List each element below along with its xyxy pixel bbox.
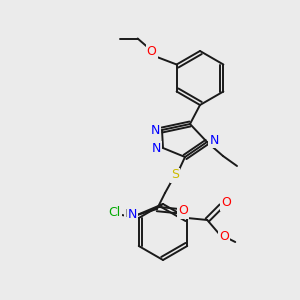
Text: O: O [219,230,229,244]
Text: N: N [150,124,160,136]
Text: H: H [125,209,133,219]
Text: O: O [178,205,188,218]
Text: Cl: Cl [109,206,121,218]
Text: O: O [221,196,231,209]
Text: N: N [209,134,219,146]
Text: S: S [171,169,179,182]
Text: O: O [147,45,157,58]
Text: N: N [151,142,161,154]
Text: N: N [128,208,137,220]
